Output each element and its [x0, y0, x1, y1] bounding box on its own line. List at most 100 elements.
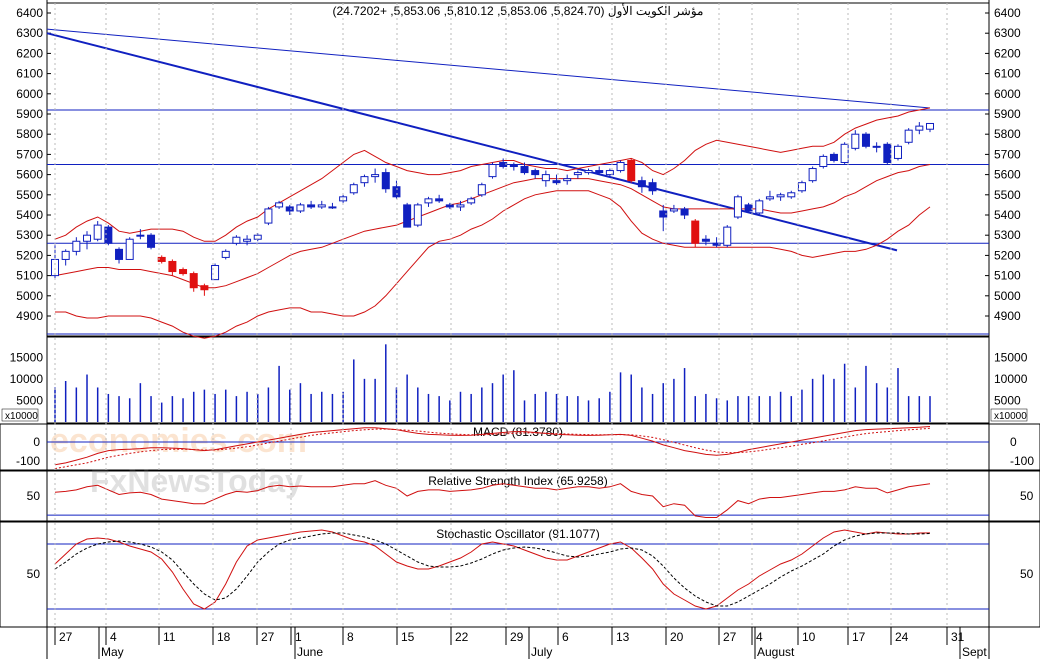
candle-body [628, 160, 635, 180]
price-tick-label-right: 5700 [994, 147, 1021, 161]
price-tick-label-right: 5000 [994, 289, 1021, 303]
trendline-long [47, 33, 897, 250]
candle-body [382, 173, 389, 189]
stochastic-tick-label-left: 50 [27, 567, 41, 581]
candle-body [468, 199, 475, 203]
price-tick-label-right: 5800 [994, 127, 1021, 141]
candle-body [585, 171, 592, 173]
candle-body [809, 169, 816, 181]
candle-body [329, 207, 336, 208]
price-tick-label-right: 5100 [994, 269, 1021, 283]
volume-tick-label-left: 15000 [10, 350, 44, 364]
date-tick-label: 4 [756, 630, 763, 644]
date-tick-label: 24 [895, 630, 909, 644]
candle-body [308, 205, 315, 207]
candle-body [510, 165, 517, 167]
candle-body [681, 209, 688, 215]
macd-tick-label-left: 0 [33, 435, 40, 449]
candle-body [414, 205, 421, 225]
stochastic-label: Stochastic Oscillator (91.1077) [436, 527, 599, 541]
price-tick-label-right: 6000 [994, 87, 1021, 101]
candle-body [116, 249, 123, 259]
candle-body [94, 225, 101, 239]
volume-multiplier-left: x10000 [5, 411, 38, 422]
bollinger-lower-band [55, 191, 930, 338]
price-tick-label-left: 5200 [16, 248, 43, 262]
candle-body [596, 171, 603, 173]
candle-body [841, 144, 848, 162]
candle-body [745, 205, 752, 211]
candle-body [553, 181, 560, 183]
candle-body [788, 193, 795, 197]
date-tick-label: 22 [455, 630, 469, 644]
candle-body [670, 209, 677, 211]
volume-tick-label-left: 10000 [10, 372, 44, 386]
date-tick-label: 15 [401, 630, 415, 644]
price-tick-label-right: 4900 [994, 309, 1021, 323]
month-label: May [101, 645, 124, 659]
volume-tick-label-right: 5000 [994, 393, 1021, 407]
candle-body [905, 130, 912, 142]
candle-body [436, 199, 443, 201]
volume-tick-label-right: 15000 [994, 350, 1028, 364]
price-tick-label-left: 4900 [16, 309, 43, 323]
candle-body [148, 235, 155, 247]
price-tick-label-left: 5000 [16, 289, 43, 303]
date-tick-label: 17 [852, 630, 866, 644]
price-tick-label-right: 5300 [994, 228, 1021, 242]
price-tick-label-right: 5500 [994, 188, 1021, 202]
candle-body [457, 205, 464, 207]
date-tick-label: 27 [59, 630, 73, 644]
month-label: August [757, 645, 795, 659]
stochastic-panel: Stochastic Oscillator (91.1077) 50 50 [27, 527, 1034, 609]
candle-body [361, 177, 368, 183]
candle-body [734, 197, 741, 217]
price-tick-label-left: 5100 [16, 269, 43, 283]
candle-body [180, 270, 187, 274]
candle-body [233, 237, 240, 243]
volume-panel: 5000 5000 10000 10000 15000 15000 x10000 x10000 [2, 344, 1028, 422]
candle-body [286, 207, 293, 211]
volume-tick-label-left: 5000 [16, 393, 43, 407]
candle-body [542, 175, 549, 181]
candle-body [564, 179, 571, 181]
candle-body [894, 146, 901, 158]
candle-body [62, 251, 69, 259]
watermark-line1: economies.com [50, 422, 307, 460]
candle-body [297, 205, 304, 211]
candle-body [638, 181, 645, 187]
volume-multiplier-right: x10000 [994, 411, 1027, 422]
candle-body [916, 126, 923, 130]
candle-body [766, 197, 773, 199]
price-tick-label-left: 5600 [16, 168, 43, 182]
date-tick-label: 29 [510, 630, 524, 644]
price-tick-label-left: 5300 [16, 228, 43, 242]
month-label: Sept [962, 645, 987, 659]
candle-body [425, 199, 432, 203]
candle-body [137, 235, 144, 236]
candle-body [702, 239, 709, 241]
candle-body [404, 205, 411, 227]
candle-body [393, 187, 400, 197]
date-tick-label: 11 [163, 630, 176, 644]
price-tick-label-right: 5200 [994, 248, 1021, 262]
price-tick-label-left: 5800 [16, 127, 43, 141]
candle-body [222, 251, 229, 257]
candle-body [489, 165, 496, 177]
price-tick-label-left: 5400 [16, 208, 43, 222]
candle-body [777, 195, 784, 197]
candle-body [884, 144, 891, 162]
date-tick-label: 8 [347, 630, 354, 644]
month-label: June [297, 645, 323, 659]
volume-tick-label-right: 10000 [994, 372, 1028, 386]
macd-tick-label-right: -100 [1010, 454, 1034, 468]
price-tick-label-right: 5400 [994, 208, 1021, 222]
candle-body [521, 167, 528, 173]
candle-body [126, 239, 133, 259]
month-label: July [531, 645, 552, 659]
price-tick-label-right: 6300 [994, 26, 1021, 40]
rsi-tick-label-right: 50 [1020, 489, 1034, 503]
macd-tick-label-right: 0 [1010, 435, 1017, 449]
macd-tick-label-left: -100 [16, 454, 40, 468]
